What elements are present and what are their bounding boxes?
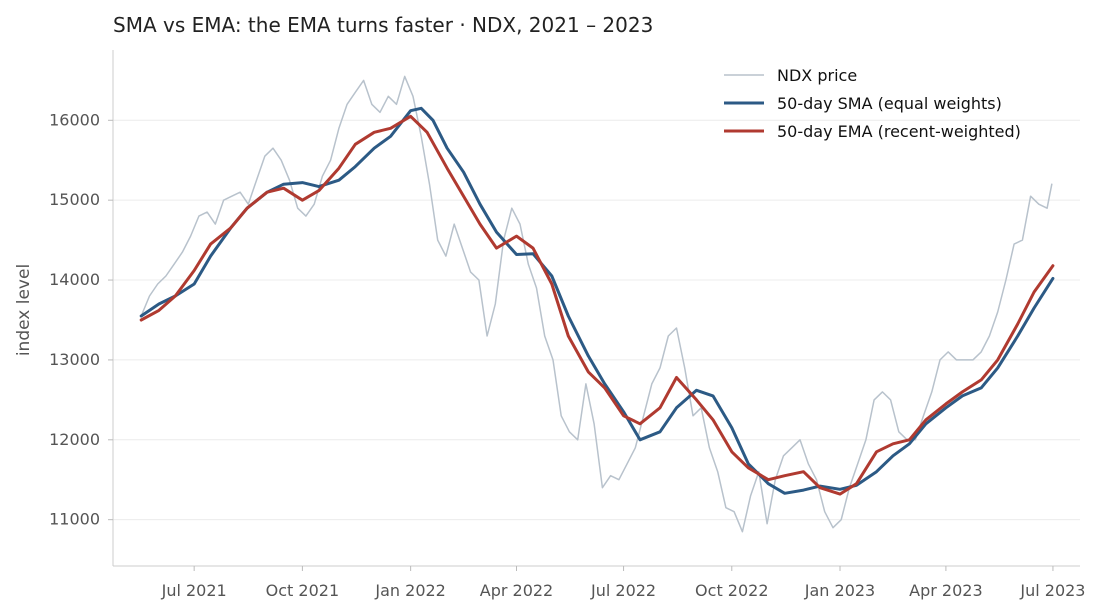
y-tick-label: 15000: [49, 190, 100, 209]
x-tick-label: Apr 2023: [909, 581, 982, 600]
y-tick-label: 11000: [49, 510, 100, 529]
x-tick-label: Jul 2021: [161, 581, 227, 600]
ndx-price-line: [140, 75, 1053, 533]
x-tick-label: Apr 2022: [480, 581, 553, 600]
legend-item-ndx-price: NDX price: [777, 66, 857, 85]
y-axis-label: index level: [14, 264, 34, 356]
plot-area: [139, 75, 1055, 533]
grid: [113, 119, 1080, 521]
x-tick-label: Jan 2022: [374, 581, 445, 600]
y-tick-label: 16000: [49, 110, 100, 129]
y-tick-label: 13000: [49, 350, 100, 369]
y-axis: 11000 12000 13000 14000 15000 16000: [49, 110, 113, 529]
ema-50-line: [139, 114, 1055, 496]
sma-50-line: [139, 106, 1055, 495]
legend-item-sma: 50-day SMA (equal weights): [777, 94, 1002, 113]
y-tick-label: 12000: [49, 430, 100, 449]
x-tick-label: Jul 2023: [1019, 581, 1085, 600]
x-axis: Jul 2021 Oct 2021 Jan 2022 Apr 2022 Jul 2022…: [161, 566, 1085, 600]
x-tick-label: Oct 2021: [266, 581, 339, 600]
x-tick-label: Jul 2022: [590, 581, 656, 600]
x-tick-label: Jan 2023: [804, 581, 875, 600]
chart-title: SMA vs EMA: the EMA turns faster · NDX, …: [113, 13, 653, 37]
y-tick-label: 14000: [49, 270, 100, 289]
x-tick-label: Oct 2022: [695, 581, 768, 600]
legend-item-ema: 50-day EMA (recent-weighted): [777, 122, 1021, 141]
legend: NDX price 50-day SMA (equal weights) 50-da…: [724, 66, 1021, 141]
